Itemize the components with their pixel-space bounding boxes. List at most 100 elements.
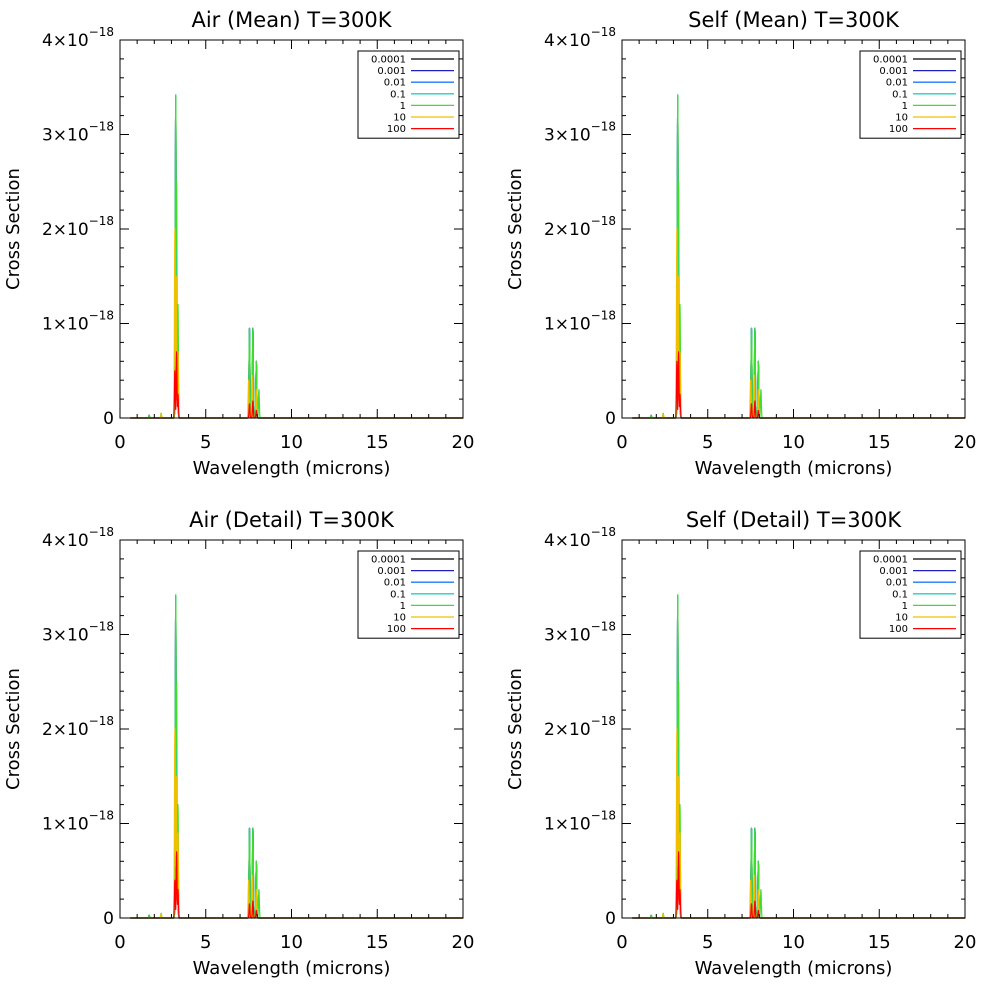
x-tick-label: 0 bbox=[616, 932, 627, 953]
y-tick-label: 3×10−18 bbox=[42, 620, 114, 646]
legend-label-0.01: 0.01 bbox=[384, 578, 406, 589]
y-tick-label: 3×10−18 bbox=[544, 120, 616, 146]
y-tick-exponent: −18 bbox=[89, 714, 114, 728]
legend-label-0.0001: 0.0001 bbox=[873, 55, 908, 66]
chart-panel-2: Self (Mean) T=300K 0 5 10 15 20 0 1×10−18 2×10−1… bbox=[505, 8, 976, 479]
x-tick-label: 20 bbox=[954, 432, 977, 453]
legend-label-10: 10 bbox=[895, 113, 908, 124]
chart-title: Self (Mean) T=300K bbox=[688, 8, 900, 32]
series-line-1 bbox=[129, 594, 463, 919]
series-line-10 bbox=[631, 728, 965, 919]
y-tick-label: 2×10−18 bbox=[42, 214, 114, 240]
x-axis-label: Wavelength (microns) bbox=[193, 458, 391, 479]
y-tick-exponent: −18 bbox=[591, 809, 616, 823]
series-line-0.01 bbox=[129, 96, 463, 419]
x-tick-label: 20 bbox=[452, 932, 475, 953]
legend-label-10: 10 bbox=[393, 613, 406, 624]
x-tick-label: 15 bbox=[366, 932, 389, 953]
y-tick-label: 1×10−18 bbox=[544, 809, 616, 835]
legend-label-0.001: 0.001 bbox=[377, 66, 406, 77]
series-group bbox=[631, 594, 965, 919]
series-line-100 bbox=[129, 351, 463, 419]
x-tick-label: 5 bbox=[200, 432, 211, 453]
chart-panel-1: Air (Mean) T=300K 0 5 10 15 20 0 1×10−18 2×10−18… bbox=[3, 8, 474, 479]
x-tick-label: 10 bbox=[782, 432, 805, 453]
y-tick-exponent: −18 bbox=[89, 620, 114, 634]
y-tick-label: 1×10−18 bbox=[544, 309, 616, 335]
legend-label-1: 1 bbox=[902, 601, 908, 612]
legend-label-10: 10 bbox=[895, 613, 908, 624]
legend-box bbox=[357, 550, 460, 639]
y-tick-label: 0 bbox=[605, 409, 616, 429]
y-tick-exponent: −18 bbox=[591, 309, 616, 323]
y-tick-label: 2×10−18 bbox=[42, 714, 114, 740]
series-line-0.001 bbox=[631, 596, 965, 919]
series-line-10 bbox=[631, 228, 965, 419]
y-tick-exponent: −18 bbox=[591, 120, 616, 134]
y-tick-label: 4×10−18 bbox=[42, 25, 114, 51]
x-axis-label: Wavelength (microns) bbox=[695, 458, 893, 479]
y-tick-label: 1×10−18 bbox=[42, 309, 114, 335]
chart-title: Air (Mean) T=300K bbox=[191, 8, 392, 32]
series-line-0.01 bbox=[631, 596, 965, 919]
legend-label-0.01: 0.01 bbox=[384, 78, 406, 89]
legend-label-100: 100 bbox=[889, 624, 908, 635]
x-tick-label: 0 bbox=[616, 432, 627, 453]
y-tick-label: 4×10−18 bbox=[544, 525, 616, 551]
legend-label-1: 1 bbox=[400, 101, 406, 112]
series-line-0.001 bbox=[129, 96, 463, 419]
y-tick-exponent: −18 bbox=[591, 25, 616, 39]
series-line-0.0001 bbox=[129, 596, 463, 919]
y-tick-label: 2×10−18 bbox=[544, 714, 616, 740]
series-line-10 bbox=[129, 728, 463, 919]
series-group bbox=[129, 594, 463, 919]
x-tick-label: 10 bbox=[280, 432, 303, 453]
legend-label-10: 10 bbox=[393, 113, 406, 124]
series-line-0.0001 bbox=[631, 96, 965, 419]
x-tick-label: 15 bbox=[366, 432, 389, 453]
series-line-0.001 bbox=[631, 96, 965, 419]
series-line-0.01 bbox=[631, 96, 965, 419]
series-line-100 bbox=[631, 351, 965, 419]
x-tick-label: 5 bbox=[702, 432, 713, 453]
y-axis-label: Cross Section bbox=[3, 168, 24, 290]
x-tick-label: 0 bbox=[114, 432, 125, 453]
x-axis-label: Wavelength (microns) bbox=[695, 958, 893, 979]
x-tick-label: 20 bbox=[452, 432, 475, 453]
y-tick-label: 2×10−18 bbox=[544, 214, 616, 240]
y-tick-exponent: −18 bbox=[591, 525, 616, 539]
legend-label-0.01: 0.01 bbox=[886, 78, 908, 89]
chart-title: Air (Detail) T=300K bbox=[189, 508, 395, 532]
series-line-0.0001 bbox=[129, 96, 463, 419]
legend-box bbox=[859, 50, 962, 139]
legend-label-0.1: 0.1 bbox=[390, 589, 406, 600]
legend-label-1: 1 bbox=[902, 101, 908, 112]
legend-label-100: 100 bbox=[889, 124, 908, 135]
legend-label-0.1: 0.1 bbox=[390, 89, 406, 100]
legend-label-100: 100 bbox=[387, 124, 406, 135]
y-tick-label: 1×10−18 bbox=[42, 809, 114, 835]
y-tick-label: 3×10−18 bbox=[42, 120, 114, 146]
x-axis-label: Wavelength (microns) bbox=[193, 958, 391, 979]
y-axis-label: Cross Section bbox=[505, 168, 526, 290]
chart-title: Self (Detail) T=300K bbox=[686, 508, 903, 532]
y-tick-label: 4×10−18 bbox=[42, 525, 114, 551]
x-tick-label: 15 bbox=[868, 432, 891, 453]
series-group bbox=[129, 94, 463, 419]
legend-label-0.0001: 0.0001 bbox=[371, 555, 406, 566]
series-line-0.001 bbox=[129, 596, 463, 919]
series-line-0.1 bbox=[631, 594, 965, 919]
series-group bbox=[631, 94, 965, 419]
series-line-10 bbox=[129, 228, 463, 419]
y-tick-label: 0 bbox=[103, 409, 114, 429]
x-tick-label: 0 bbox=[114, 932, 125, 953]
y-tick-label: 4×10−18 bbox=[544, 25, 616, 51]
legend-label-100: 100 bbox=[387, 624, 406, 635]
legend-label-0.0001: 0.0001 bbox=[371, 55, 406, 66]
legend-box bbox=[357, 50, 460, 139]
series-line-0.1 bbox=[631, 94, 965, 419]
y-tick-label: 0 bbox=[103, 909, 114, 929]
x-tick-label: 15 bbox=[868, 932, 891, 953]
